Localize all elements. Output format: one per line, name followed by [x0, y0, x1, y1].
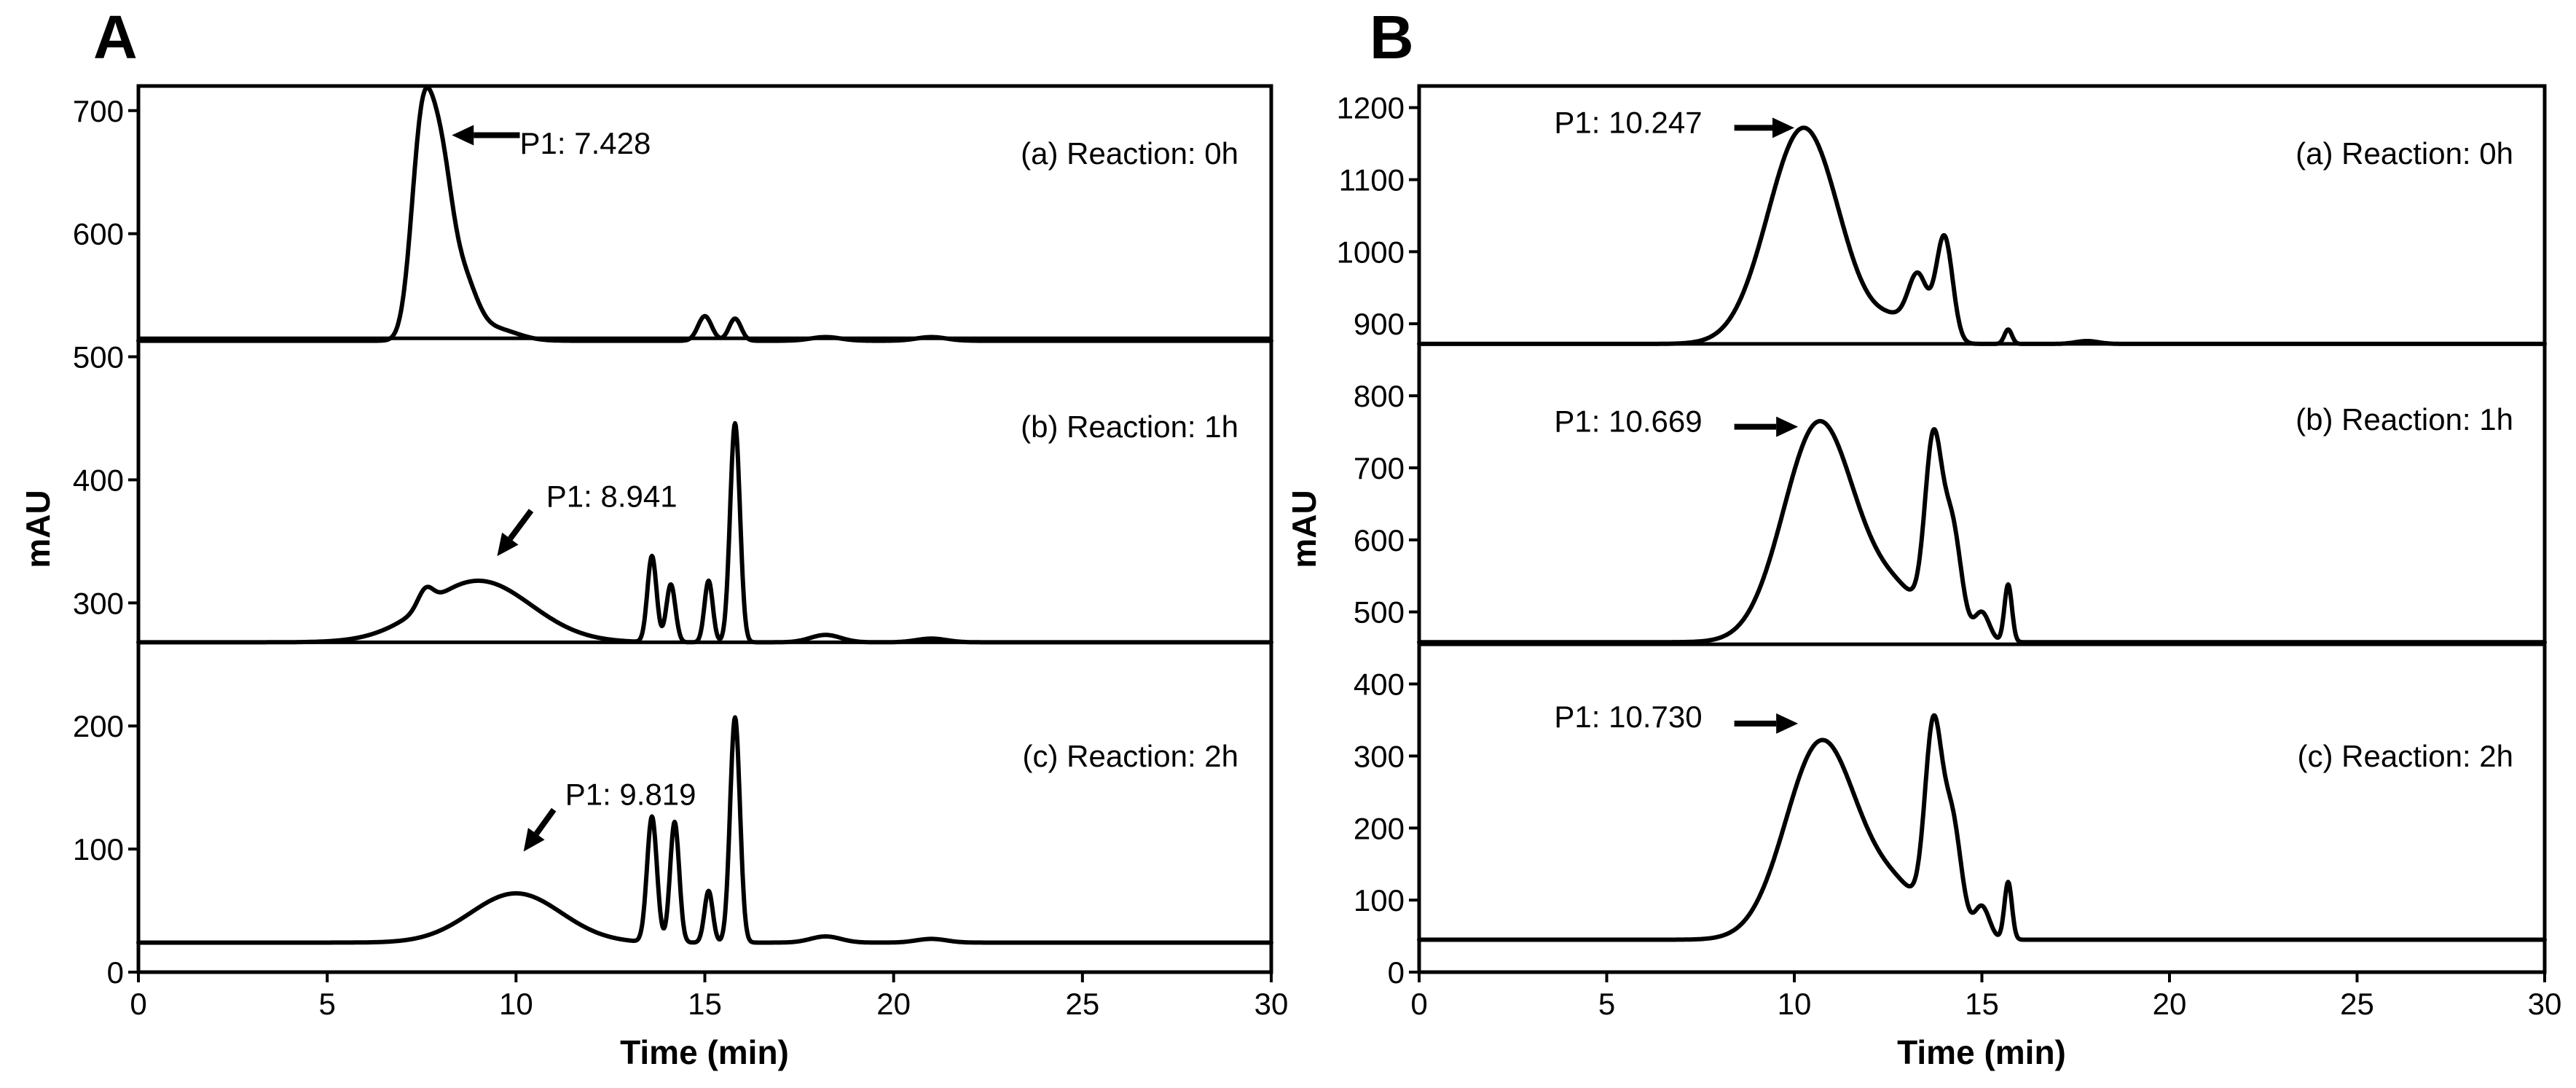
panel-a-arrow-head-2 [523, 827, 545, 852]
panel-b-y-tick-label-300: 300 [1354, 739, 1405, 773]
panel-b-trace-1 [1417, 418, 2547, 645]
panel-a-series-label-2: (c) Reaction: 2h [1023, 739, 1238, 773]
panel-b-frame [1417, 84, 2547, 974]
panel-a-y-tick-label-200: 200 [73, 709, 124, 743]
panel-b-y-tick-label-100: 100 [1354, 883, 1405, 917]
panel-b-traces [1417, 125, 2547, 942]
panel-b-arrow-head-2 [1776, 713, 1799, 734]
panel-a-arrow-shaft-1 [508, 509, 534, 541]
panel-letter-a: A [93, 3, 138, 71]
panel-a-peak-annotation-2: P1: 9.819 [565, 777, 696, 811]
panel-b-ylabel: mAU [1285, 490, 1323, 568]
panel-b-xlabel: Time (min) [1897, 1033, 2066, 1071]
panel-a-labels: (a) Reaction: 0h P1: 7.428 (b) Reaction: 1… [452, 125, 1238, 852]
panel-a-y-tick-label-700: 700 [73, 94, 124, 128]
panel-a-y-tick-label-600: 600 [73, 217, 124, 251]
panel-b-peak-annotation-0: P1: 10.247 [1554, 105, 1702, 139]
panel-b-x-tick-label-30: 30 [2528, 987, 2562, 1021]
panel-b-x-axis: 0 5 10 15 20 25 30 [1410, 972, 2561, 1021]
panel-b-y-tick-label-1200: 1200 [1337, 91, 1405, 125]
panel-b-y-tick-label-1100: 1100 [1339, 163, 1405, 197]
panel-b-y-tick-label-600: 600 [1354, 523, 1405, 557]
panel-b-series-label-0: (a) Reaction: 0h [2296, 136, 2513, 171]
panel-b-trace-0 [1417, 125, 2547, 346]
chart-panel-a: 0 5 10 15 20 25 30 0 100 200 300 400 500 600 700 (a) … [19, 84, 1288, 1071]
panel-a-series-label-0: (a) Reaction: 0h [1021, 136, 1238, 171]
panel-b-x-tick-label-15: 15 [1965, 987, 1999, 1021]
panel-b-arrow-head-0 [1772, 117, 1794, 138]
panel-a-x-tick-label-5: 5 [318, 987, 335, 1021]
panel-b-x-tick-label-5: 5 [1598, 987, 1615, 1021]
panel-a-y-tick-label-400: 400 [73, 463, 124, 497]
panel-a-y-tick-label-0: 0 [107, 955, 124, 990]
panel-a-arrow-shaft-2 [534, 807, 557, 836]
panel-b-y-tick-label-200: 200 [1354, 811, 1405, 845]
panel-b-y-tick-label-1000: 1000 [1337, 235, 1405, 269]
panel-b-x-tick-label-20: 20 [2153, 987, 2187, 1021]
panel-a-ylabel: mAU [19, 490, 57, 568]
panel-a-trace-1 [136, 420, 1273, 645]
panel-b-y-axis: 0 100 200 300 400 500 600 700 800 900 1000 1100 1200 [1337, 91, 1419, 990]
panel-a-series-label-1: (b) Reaction: 1h [1021, 410, 1238, 444]
panel-b-y-tick-label-900: 900 [1354, 307, 1405, 341]
panel-a-x-tick-label-30: 30 [1254, 987, 1289, 1021]
panel-b-labels: (a) Reaction: 0h P1: 10.247 (b) Reaction: … [1554, 105, 2513, 773]
panel-a-arrow-head-1 [497, 532, 519, 557]
panel-b-y-tick-label-0: 0 [1388, 955, 1405, 990]
panel-a-y-axis: 0 100 200 300 400 500 600 700 [73, 94, 138, 990]
panel-b-peak-annotation-1: P1: 10.669 [1554, 404, 1702, 439]
panel-a-peak-annotation-1: P1: 8.941 [546, 480, 678, 514]
panel-a-frame [136, 84, 1273, 974]
panel-b-y-tick-label-700: 700 [1354, 451, 1405, 485]
panel-a-x-tick-label-15: 15 [688, 987, 722, 1021]
panel-b-series-label-1: (b) Reaction: 1h [2296, 402, 2513, 437]
panel-letter-b: B [1370, 3, 1414, 71]
panel-b-y-tick-label-800: 800 [1354, 379, 1405, 413]
panel-a-x-axis: 0 5 10 15 20 25 30 [130, 972, 1288, 1021]
panel-b-x-tick-label-0: 0 [1410, 987, 1427, 1021]
panel-b-x-tick-label-25: 25 [2340, 987, 2374, 1021]
panel-a-xlabel: Time (min) [620, 1033, 789, 1071]
panel-a-y-tick-label-100: 100 [73, 832, 124, 866]
panel-b-trace-2 [1417, 713, 2547, 942]
panel-a-trace-0 [136, 85, 1273, 343]
panel-a-x-tick-label-10: 10 [499, 987, 533, 1021]
panel-a-x-tick-label-20: 20 [876, 987, 911, 1021]
panel-b-separators [1419, 342, 2545, 646]
panel-b-peak-annotation-2: P1: 10.730 [1554, 700, 1702, 734]
chart-panel-b: 0 5 10 15 20 25 30 0 100 200 300 400 500 600 700 800 90… [1285, 84, 2561, 1071]
panel-a-arrow-head-0 [452, 125, 474, 146]
panel-a-x-tick-label-0: 0 [130, 987, 146, 1021]
panel-a-trace-2 [136, 715, 1273, 945]
panel-b-y-tick-label-500: 500 [1354, 595, 1405, 630]
panel-a-x-tick-label-25: 25 [1065, 987, 1099, 1021]
panel-a-y-tick-label-300: 300 [73, 586, 124, 620]
panel-a-peak-annotation-0: P1: 7.428 [520, 126, 651, 160]
panel-b-y-tick-label-400: 400 [1354, 668, 1405, 702]
panel-b-x-tick-label-10: 10 [1778, 987, 1812, 1021]
panel-b-series-label-2: (c) Reaction: 2h [2298, 739, 2513, 773]
panel-a-y-tick-label-500: 500 [73, 340, 124, 375]
panel-b-arrow-head-1 [1776, 416, 1799, 437]
panel-a-traces [136, 85, 1273, 945]
